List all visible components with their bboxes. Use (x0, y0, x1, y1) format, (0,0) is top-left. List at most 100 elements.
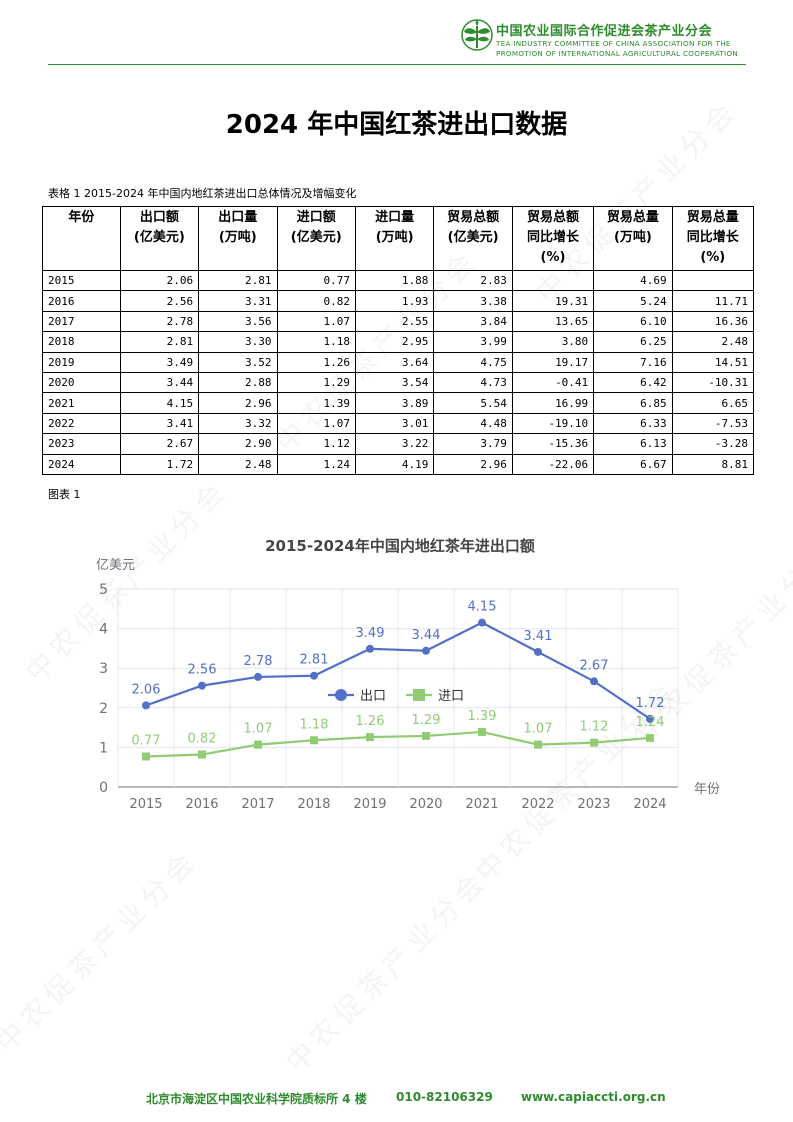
data-point (366, 733, 374, 742)
legend-marker (413, 689, 425, 701)
table-cell: 3.30 (198, 331, 278, 353)
table-row: 2023 2.67 2.90 1.12 3.22 3.79 -15.36 6.13 -3.28 (42, 433, 755, 455)
table-cell: 3.22 (354, 433, 435, 455)
table-row: 2017 2.78 3.56 1.07 2.55 3.84 13.65 6.10 16.36 (42, 310, 755, 333)
column-header: 出口量 (万吨) (198, 206, 278, 271)
table-cell: 3.31 (198, 290, 278, 312)
table-cell: 0.82 (276, 290, 356, 312)
table-cell: -19.10 (511, 412, 595, 435)
table-cell: 1.26 (276, 351, 356, 373)
footer-website[interactable]: www.capiaccti.org.cn (521, 1090, 666, 1104)
data-label: 2.56 (188, 663, 217, 678)
data-label: 2.78 (244, 654, 273, 669)
column-header-line: 贸易总量 (606, 210, 659, 225)
table-row: 2021 4.15 2.96 1.39 3.89 5.54 16.99 6.85 6.65 (42, 392, 755, 414)
column-header-line: 年份 (68, 210, 95, 225)
column-header-line: 贸易总额 (527, 210, 580, 225)
data-label: 3.41 (524, 629, 553, 644)
table-cell: 16.99 (511, 392, 595, 414)
column-header: 贸易总量 同比增长 (%) (671, 206, 755, 271)
table-cell: 6.65 (671, 392, 755, 414)
column-header-line: (亿美元) (447, 230, 499, 245)
table-cell: 2.48 (671, 331, 755, 353)
table-row: 2024 1.72 2.48 1.24 4.19 2.96 -22.06 6.67 8.81 (42, 453, 755, 475)
data-point (198, 750, 206, 759)
data-label: 1.26 (356, 714, 385, 729)
data-point (366, 644, 374, 653)
table-cell: 8.81 (671, 453, 755, 475)
table-cell: 3.56 (198, 310, 278, 333)
table-cell: 4.73 (433, 371, 513, 394)
table-cell: 5.54 (433, 392, 513, 414)
table-cell: 4.19 (354, 453, 435, 475)
table-cell: -22.06 (511, 453, 595, 475)
table-cell: 3.64 (354, 351, 435, 373)
table-cell: 2.81 (198, 269, 278, 292)
table-cell: 2.56 (119, 290, 200, 312)
org-name-en-line1: TEA INDUSTRY COMMITTEE OF CHINA ASSOCIAT… (496, 39, 731, 48)
table-cell: 2.96 (198, 392, 278, 414)
column-header: 年份 (42, 206, 121, 271)
data-label: 3.49 (356, 626, 385, 641)
column-header-line: (万吨) (375, 230, 414, 245)
trade-data-table: 年份 出口额 (亿美元) 出口量 (万吨) 进口额 (亿美元) 进口量 (万吨) 贸易总额 (亿美元… (42, 206, 755, 475)
column-header-line: 同比增长 (686, 230, 739, 245)
year-cell: 2021 (42, 392, 121, 414)
column-header: 贸易总量 (万吨) (593, 206, 673, 271)
table-row: 2015 2.06 2.81 0.77 1.88 2.83 4.69 (42, 269, 755, 292)
legend-label: 进口 (438, 689, 464, 704)
data-point (478, 727, 486, 736)
data-label: 1.24 (636, 715, 665, 730)
table-cell: 3.44 (119, 371, 200, 394)
table-cell: 19.31 (511, 290, 595, 312)
data-label: 4.15 (468, 600, 497, 615)
year-cell: 2023 (42, 433, 121, 455)
column-header-line: (万吨) (218, 230, 257, 245)
column-header: 贸易总额 (亿美元) (433, 206, 513, 271)
table-cell: 2.88 (198, 371, 278, 394)
data-label: 3.44 (412, 628, 441, 643)
table-cell: 2.55 (354, 310, 435, 333)
table-cell: 3.54 (354, 371, 435, 394)
year-cell: 2020 (42, 371, 121, 394)
data-point (646, 714, 654, 723)
column-header-line: (亿美元) (290, 230, 342, 245)
data-label: 0.77 (132, 734, 161, 749)
org-name-en-line2: PROMOTION OF INTERNATIONAL AGRICULTURAL … (496, 48, 739, 58)
table-cell: -7.53 (671, 412, 755, 435)
table-cell: 6.13 (593, 433, 673, 455)
table-cell: 3.80 (511, 331, 595, 353)
table-cell: 6.25 (593, 331, 673, 353)
table-cell: 2.90 (198, 433, 278, 455)
footer-phone: 010-82106329 (396, 1090, 493, 1104)
table-cell: 3.84 (433, 310, 513, 333)
tea-leaf-logo-icon (461, 19, 493, 51)
footer-address: 北京市海淀区中国农业科学院质标所 4 楼 (146, 1092, 367, 1106)
table-cell: 6.42 (593, 371, 673, 394)
table-cell: 4.75 (433, 351, 513, 373)
column-header-line: 同比增长 (527, 230, 580, 245)
x-tick-label: 2022 (521, 797, 554, 812)
data-point (590, 677, 598, 686)
table-cell: 2.78 (119, 310, 200, 333)
table-cell: 1.93 (354, 290, 435, 312)
data-point (310, 671, 318, 680)
year-cell: 2015 (42, 269, 121, 292)
column-header: 贸易总额 同比增长 (%) (511, 206, 595, 271)
table-cell: 13.65 (511, 310, 595, 333)
table-cell: 16.36 (671, 310, 755, 333)
data-point (422, 731, 430, 740)
table-cell: -10.31 (671, 371, 755, 394)
table-cell: 1.12 (276, 433, 356, 455)
table-cell: 19.17 (511, 351, 595, 373)
x-tick-label: 2016 (185, 797, 218, 812)
table-cell: 6.85 (593, 392, 673, 414)
table-cell: 2.95 (354, 331, 435, 353)
table-cell: 11.71 (671, 290, 755, 312)
data-point (254, 740, 262, 749)
data-point (198, 681, 206, 690)
data-point (534, 740, 542, 749)
table-cell: 4.15 (119, 392, 200, 414)
table-cell: 4.69 (593, 269, 673, 292)
data-label: 2.67 (580, 658, 609, 673)
